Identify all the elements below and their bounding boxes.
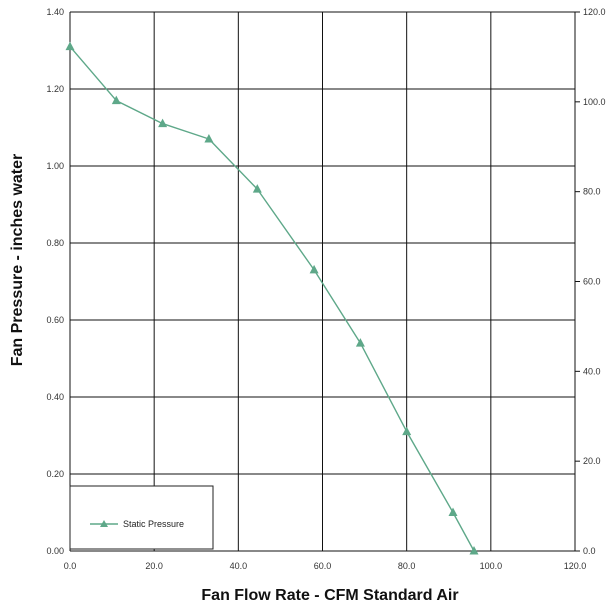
x-tick-label: 100.0 — [480, 561, 503, 571]
data-point-marker — [204, 134, 214, 143]
x-tick-label: 0.0 — [64, 561, 77, 571]
data-point-marker — [252, 184, 262, 193]
y-tick-label: 0.40 — [46, 392, 64, 402]
y-tick-label: 1.20 — [46, 84, 64, 94]
legend: Static Pressure — [69, 485, 214, 550]
data-point-marker — [355, 338, 365, 347]
y-tick-label: 1.40 — [46, 7, 64, 17]
data-point-marker — [111, 95, 121, 105]
x-axis-ticks: 0.0 20.0 40.0 60.0 80.0 100.0 120.0 — [64, 561, 587, 571]
data-point-marker — [402, 426, 412, 436]
y2-tick-label: 60.0 — [583, 277, 601, 287]
data-point-marker — [158, 118, 168, 128]
y2-tick-label: 20.0 — [583, 456, 601, 466]
x-tick-label: 20.0 — [145, 561, 163, 571]
chart-grid — [69, 11, 576, 552]
y-tick-label: 1.00 — [46, 161, 64, 171]
x-axis-title: Fan Flow Rate - CFM Standard Air — [201, 587, 458, 604]
legend-box — [69, 485, 214, 550]
y2-tick-label: 120.0 — [583, 7, 606, 17]
y-axis-title: Fan Pressure - inches water — [9, 154, 26, 367]
x-tick-label: 40.0 — [230, 561, 248, 571]
y2-tick-label: 100.0 — [583, 97, 606, 107]
series-line — [69, 46, 475, 552]
legend-label: Static Pressure — [123, 519, 184, 529]
data-point-marker — [469, 546, 479, 555]
x-tick-label: 60.0 — [314, 561, 332, 571]
data-point-marker — [309, 264, 319, 274]
y2-tick-label: 80.0 — [583, 187, 601, 197]
x-tick-label: 80.0 — [398, 561, 416, 571]
y-tick-label: 0.60 — [46, 315, 64, 325]
y2-tick-label: 0.0 — [583, 546, 596, 556]
y-tick-label: 0.20 — [46, 469, 64, 479]
y2-tick-label: 40.0 — [583, 366, 601, 376]
y-tick-label: 0.00 — [46, 546, 64, 556]
y2-axis-ticks: 0.0 20.0 40.0 60.0 80.0 100.0 120.0 — [575, 7, 606, 556]
data-point-marker — [448, 507, 458, 516]
series-group — [65, 41, 479, 555]
legend-marker — [100, 520, 108, 527]
x-tick-label: 120.0 — [564, 561, 587, 571]
y-axis-ticks: 0.00 0.20 0.40 0.60 0.80 1.00 1.20 1.40 — [46, 7, 64, 556]
y-tick-label: 0.80 — [46, 238, 64, 248]
data-point-marker — [65, 41, 75, 51]
